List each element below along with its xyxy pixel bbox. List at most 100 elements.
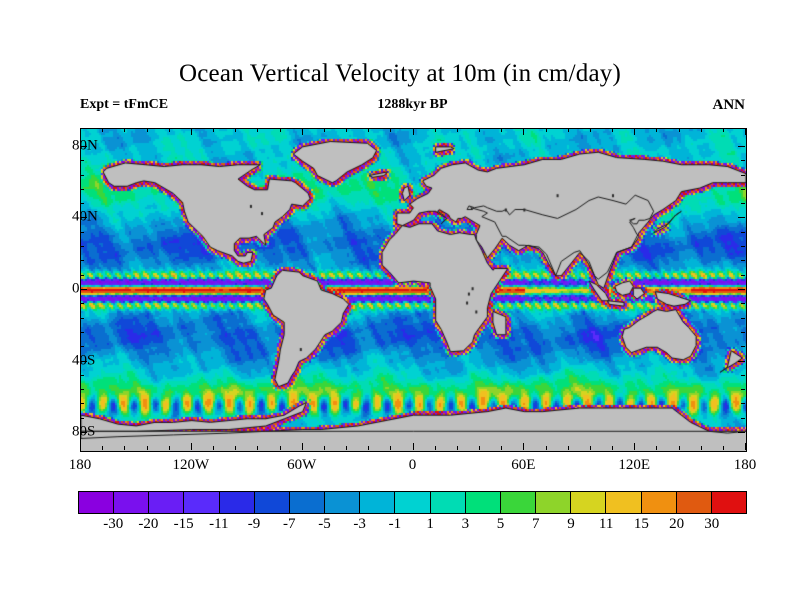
colorbar-tick-label: 30 bbox=[704, 516, 720, 532]
x-axis-minor-tick bbox=[323, 446, 325, 450]
x-axis-minor-tick bbox=[235, 446, 237, 450]
x-axis-minor-tick bbox=[612, 128, 613, 132]
x-axis-minor-tick bbox=[456, 446, 458, 450]
y-axis-minor-tick bbox=[80, 346, 84, 348]
x-axis-tick-label: 120E bbox=[618, 457, 650, 473]
x-axis-tick-label: 60E bbox=[511, 457, 536, 473]
y-axis-minor-tick bbox=[80, 188, 84, 190]
y-axis-minor-tick bbox=[741, 303, 745, 305]
x-axis-minor-tick bbox=[434, 128, 436, 132]
subtitle-row: Expt = tFmCE 1288kyr BP ANN bbox=[80, 97, 745, 115]
x-axis-minor-tick bbox=[656, 446, 658, 450]
colorbar-swatch bbox=[500, 492, 537, 513]
colorbar-swatches bbox=[78, 491, 747, 514]
x-axis-minor-tick bbox=[168, 128, 170, 132]
x-axis-minor-tick bbox=[124, 446, 126, 450]
x-axis-tick bbox=[301, 443, 303, 450]
x-axis-minor-tick bbox=[146, 128, 148, 132]
x-axis-minor-tick bbox=[102, 446, 104, 450]
y-axis-minor-tick bbox=[80, 274, 84, 276]
x-axis-minor-tick bbox=[612, 446, 613, 450]
colorbar-swatch bbox=[360, 492, 396, 513]
x-axis-tick bbox=[745, 128, 746, 135]
x-axis-minor-tick bbox=[390, 446, 392, 450]
x-axis-minor-tick bbox=[279, 446, 281, 450]
y-axis-tick bbox=[80, 217, 87, 219]
colorbar-swatch bbox=[79, 492, 115, 513]
x-axis-minor-tick bbox=[656, 128, 658, 132]
x-axis-minor-tick bbox=[589, 446, 591, 450]
y-axis-minor-tick bbox=[80, 231, 84, 233]
colorbar-swatch bbox=[606, 492, 642, 513]
colorbar-swatch bbox=[571, 492, 607, 513]
y-axis-minor-tick bbox=[80, 317, 84, 319]
y-axis-minor-tick bbox=[80, 246, 84, 248]
x-axis-minor-tick bbox=[545, 446, 547, 450]
x-axis-tick-label: 120W bbox=[172, 457, 210, 473]
x-axis-tick-label: 180 bbox=[733, 457, 757, 473]
colorbar-swatch bbox=[641, 492, 677, 513]
y-axis-minor-tick bbox=[80, 303, 84, 305]
colorbar-tick-label: -7 bbox=[283, 516, 296, 532]
y-axis-tick bbox=[738, 217, 745, 219]
x-axis-tick bbox=[745, 443, 746, 450]
x-axis-minor-tick bbox=[213, 446, 214, 450]
colorbar-swatch bbox=[254, 492, 290, 513]
y-axis-minor-tick bbox=[741, 417, 745, 419]
colorbar-tick-label: -1 bbox=[388, 516, 402, 532]
x-axis-minor-tick bbox=[545, 128, 547, 132]
colorbar-tick-label: 15 bbox=[633, 516, 649, 532]
y-axis-minor-tick bbox=[741, 174, 745, 176]
colorbar bbox=[78, 491, 747, 514]
x-axis-minor-tick bbox=[124, 128, 126, 132]
x-axis-minor-tick bbox=[700, 446, 702, 450]
colorbar-tick-label: 5 bbox=[496, 516, 505, 532]
y-axis-tick bbox=[80, 432, 87, 434]
colorbar-tick-label: -9 bbox=[247, 516, 261, 532]
x-axis-minor-tick bbox=[501, 446, 503, 450]
x-axis-tick bbox=[190, 128, 192, 135]
x-axis-minor-tick bbox=[146, 446, 148, 450]
map-plot-area bbox=[80, 128, 747, 452]
y-axis-minor-tick bbox=[741, 403, 745, 405]
x-axis-tick bbox=[412, 443, 414, 450]
y-axis-minor-tick bbox=[741, 246, 745, 248]
x-axis-minor-tick bbox=[323, 128, 325, 132]
x-axis-tick bbox=[523, 128, 525, 135]
colorbar-swatch bbox=[114, 492, 150, 513]
x-axis-minor-tick bbox=[456, 128, 458, 132]
x-axis-minor-tick bbox=[722, 128, 724, 132]
y-axis-minor-tick bbox=[80, 260, 84, 262]
x-axis-minor-tick bbox=[678, 128, 680, 132]
x-axis-minor-tick bbox=[168, 446, 170, 450]
y-axis-minor-tick bbox=[80, 160, 84, 162]
y-axis-tick bbox=[738, 432, 745, 434]
colorbar-swatch bbox=[395, 492, 431, 513]
colorbar-tick-label: -15 bbox=[173, 516, 194, 532]
y-axis-minor-tick bbox=[80, 389, 84, 391]
y-axis-minor-tick bbox=[741, 260, 745, 262]
colorbar-swatch bbox=[219, 492, 255, 513]
colorbar-swatch bbox=[325, 492, 361, 513]
x-axis-tick-label: 180 bbox=[68, 457, 92, 473]
y-axis-tick bbox=[80, 360, 87, 362]
colorbar-swatch bbox=[676, 492, 712, 513]
colorbar-tick-label: 9 bbox=[567, 516, 575, 532]
y-axis-tick bbox=[738, 360, 745, 362]
x-axis-minor-tick bbox=[589, 128, 591, 132]
x-axis-tick bbox=[80, 128, 81, 135]
x-axis-minor-tick bbox=[678, 446, 680, 450]
x-axis-tick bbox=[80, 443, 81, 450]
x-axis-minor-tick bbox=[279, 128, 281, 132]
y-axis-minor-tick bbox=[80, 403, 84, 405]
colorbar-swatch bbox=[184, 492, 220, 513]
y-axis-minor-tick bbox=[741, 274, 745, 276]
x-axis-minor-tick bbox=[102, 128, 104, 132]
colorbar-tick-label: -3 bbox=[353, 516, 366, 532]
colorbar-tick-label: 7 bbox=[531, 516, 540, 532]
x-axis-tick bbox=[634, 443, 636, 450]
y-axis-tick bbox=[80, 145, 87, 147]
x-axis-tick bbox=[190, 443, 192, 450]
x-axis-minor-tick bbox=[722, 446, 724, 450]
